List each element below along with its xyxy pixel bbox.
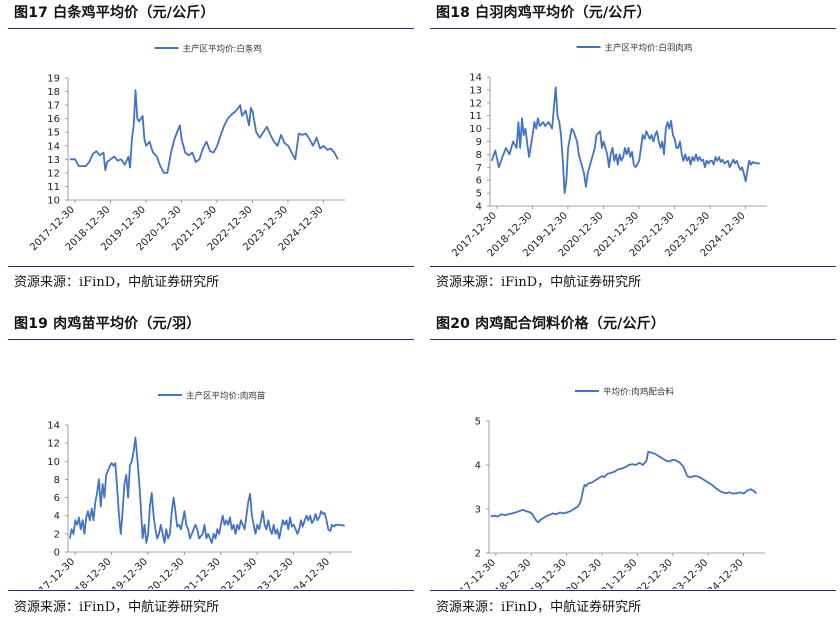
series-line	[68, 436, 345, 544]
y-tick-label: 4	[476, 202, 482, 213]
legend-label: 主产区平均价:肉鸡苗	[186, 391, 266, 402]
panel-title: 图20 肉鸡配合饲料价格（元/公斤）	[436, 316, 666, 332]
y-tick-label: 10	[47, 457, 60, 468]
title-divider	[8, 28, 414, 29]
legend: 主产区平均价:肉鸡苗	[158, 391, 266, 402]
y-tick-label: 14	[47, 141, 60, 152]
legend-label: 主产区平均价:白羽肉鸡	[605, 43, 693, 54]
y-tick-label: 4	[54, 511, 60, 522]
y-tick-label: 5	[476, 189, 482, 200]
y-tick-label: 15	[47, 128, 60, 139]
y-tick-label: 12	[47, 439, 60, 450]
y-tick-label: 6	[54, 493, 60, 504]
y-tick-label: 9	[476, 137, 482, 148]
y-tick-label: 19	[47, 74, 60, 85]
chart-area: 平均价:肉鸡配合料23452017-12-302018-12-302019-12…	[449, 387, 765, 589]
y-tick-label: 8	[476, 150, 482, 161]
y-tick-label: 4	[475, 461, 481, 472]
y-tick-label: 11	[469, 111, 482, 122]
legend: 主产区平均价:白条鸡	[154, 44, 262, 55]
y-tick-label: 14	[469, 73, 482, 84]
y-tick-label: 8	[54, 475, 60, 486]
y-tick-label: 2	[54, 529, 60, 540]
y-tick-label: 6	[476, 176, 482, 187]
y-tick-label: 13	[47, 155, 60, 166]
panel-title: 图19 肉鸡苗平均价（元/羽）	[14, 316, 201, 332]
source-note: 资源来源：iFinD，中航证券研究所	[14, 275, 220, 290]
y-tick-label: 17	[47, 101, 60, 112]
y-tick-label: 10	[469, 124, 482, 135]
chart-area: 主产区平均价:肉鸡苗024681012142017-12-302018-12-3…	[28, 391, 352, 589]
source-note: 资源来源：iFinD，中航证券研究所	[14, 600, 220, 615]
legend: 平均价:肉鸡配合料	[575, 387, 674, 398]
y-tick-label: 16	[47, 114, 60, 125]
source-note: 资源来源：iFinD，中航证券研究所	[436, 275, 642, 290]
title-divider	[8, 339, 414, 340]
y-tick-label: 14	[47, 421, 60, 432]
source-note: 资源来源：iFinD，中航证券研究所	[436, 600, 642, 615]
legend-label: 平均价:肉鸡配合料	[603, 387, 674, 398]
source-divider	[8, 266, 414, 267]
y-tick-label: 12	[469, 98, 482, 109]
y-tick-label: 7	[476, 163, 482, 174]
panel-title: 图17 白条鸡平均价（元/公斤）	[14, 5, 215, 21]
y-tick-label: 18	[47, 87, 60, 98]
y-tick-label: 5	[475, 417, 481, 428]
series-line	[490, 450, 757, 524]
chart-panel-2: 图18 白羽肉鸡平均价（元/公斤） 主产区平均价:白羽肉鸡 4 5 6 7 8 9 10 11 1…	[422, 0, 840, 311]
y-tick-label: 2	[475, 549, 481, 560]
y-tick-label: 11	[47, 182, 60, 193]
chart-panel-3: 图19 肉鸡苗平均价（元/羽） 主产区平均价:肉鸡苗 0 2 4 6 8 10 12 14 201…	[0, 311, 418, 623]
x-tick-label: 2017-12-30	[449, 557, 498, 589]
y-tick-label: 12	[47, 168, 60, 179]
legend-label: 主产区平均价:白条鸡	[183, 44, 262, 55]
legend: 主产区平均价:白羽肉鸡	[576, 43, 693, 54]
source-divider	[430, 590, 836, 591]
x-tick-label: 2017-12-30	[28, 556, 77, 589]
panel-title: 图18 白羽肉鸡平均价（元/公斤）	[436, 5, 651, 21]
series-line	[490, 86, 760, 194]
y-tick-label: 0	[54, 548, 60, 559]
y-tick-label: 13	[469, 85, 482, 96]
chart-area: 主产区平均价:白条鸡101112131415161718192017-12-30…	[28, 44, 345, 253]
title-divider	[430, 28, 836, 29]
chart-panel-4: 图20 肉鸡配合饲料价格（元/公斤） 平均价:肉鸡配合料 2 3 4 5 2017-12-…	[422, 311, 840, 623]
chart-area: 主产区平均价:白羽肉鸡45678910111213142017-12-30201…	[450, 43, 767, 259]
source-divider	[8, 590, 414, 591]
source-divider	[430, 266, 836, 267]
series-line	[69, 89, 339, 174]
title-divider	[430, 339, 836, 340]
y-tick-label: 10	[47, 196, 60, 207]
chart-panel-1: 图17 白条鸡平均价（元/公斤） 主产区平均价:白条鸡 10 11 12 13 14 15 1…	[0, 0, 418, 311]
y-tick-label: 3	[475, 505, 481, 516]
